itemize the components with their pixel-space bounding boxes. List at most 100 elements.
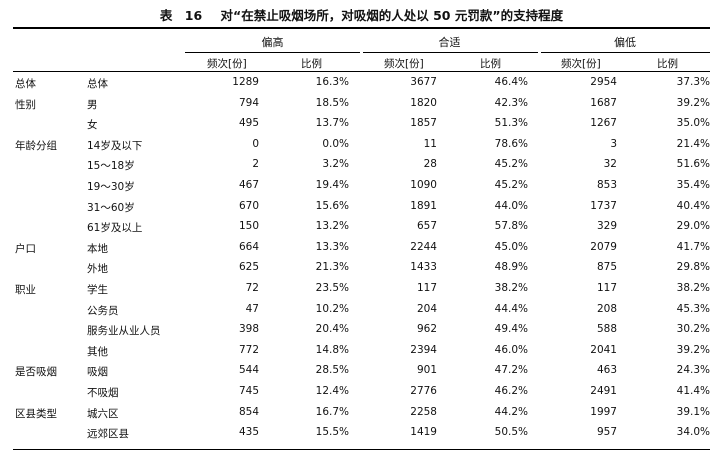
row-item: 61岁及以上	[87, 222, 143, 234]
ratio-cell: 16.7%	[315, 406, 349, 418]
ratio-cell: 18.5%	[315, 97, 349, 109]
count-cell: 2	[252, 158, 259, 170]
ratio-cell: 50.5%	[494, 426, 528, 438]
sub-header-count: 频次[份]	[207, 58, 247, 70]
ratio-cell: 12.4%	[315, 385, 349, 397]
ratio-cell: 40.4%	[676, 200, 710, 212]
bottom-rule	[13, 449, 710, 450]
row-item: 女	[87, 119, 98, 131]
count-cell: 544	[238, 364, 259, 376]
sub-header-ratio: 比例	[657, 58, 678, 70]
count-cell: 2244	[410, 241, 437, 253]
row-item: 不吸烟	[87, 387, 119, 399]
count-cell: 467	[238, 179, 259, 191]
ratio-cell: 44.0%	[494, 200, 528, 212]
table-caption: 对“在禁止吸烟场所，对吸烟的人处以 50 元罚款”的支持程度	[220, 8, 564, 23]
ratio-cell: 15.5%	[315, 426, 349, 438]
ratio-cell: 44.4%	[494, 303, 528, 315]
count-cell: 957	[596, 426, 617, 438]
ratio-cell: 44.2%	[494, 406, 528, 418]
count-cell: 3	[610, 138, 617, 150]
count-cell: 854	[238, 406, 259, 418]
count-cell: 3677	[410, 76, 437, 88]
ratio-cell: 46.0%	[494, 344, 528, 356]
ratio-cell: 30.2%	[676, 323, 710, 335]
row-item: 总体	[87, 78, 108, 90]
row-category: 职业	[15, 284, 36, 296]
count-cell: 1267	[590, 117, 617, 129]
ratio-cell: 13.7%	[315, 117, 349, 129]
ratio-cell: 45.2%	[494, 179, 528, 191]
row-item: 服务业从业人员	[87, 325, 161, 337]
count-cell: 117	[416, 282, 437, 294]
ratio-cell: 19.4%	[315, 179, 349, 191]
count-cell: 962	[416, 323, 437, 335]
ratio-cell: 0.0%	[322, 138, 349, 150]
count-cell: 794	[238, 97, 259, 109]
ratio-cell: 78.6%	[494, 138, 528, 150]
ratio-cell: 39.2%	[676, 344, 710, 356]
ratio-cell: 46.4%	[494, 76, 528, 88]
count-cell: 2258	[410, 406, 437, 418]
ratio-cell: 15.6%	[315, 200, 349, 212]
ratio-cell: 39.1%	[676, 406, 710, 418]
group-rule	[363, 52, 538, 53]
count-cell: 72	[245, 282, 259, 294]
ratio-cell: 20.4%	[315, 323, 349, 335]
table-label: 表	[159, 8, 173, 23]
ratio-cell: 16.3%	[315, 76, 349, 88]
row-item: 14岁及以下	[87, 140, 143, 152]
ratio-cell: 41.7%	[676, 241, 710, 253]
row-item: 19～30岁	[87, 181, 135, 193]
row-category: 总体	[15, 78, 36, 90]
ratio-cell: 21.4%	[676, 138, 710, 150]
ratio-cell: 41.4%	[676, 385, 710, 397]
count-cell: 2776	[410, 385, 437, 397]
count-cell: 1737	[590, 200, 617, 212]
count-cell: 1687	[590, 97, 617, 109]
ratio-cell: 47.2%	[494, 364, 528, 376]
row-item: 远郊区县	[87, 428, 129, 440]
count-cell: 657	[416, 220, 437, 232]
count-cell: 1857	[410, 117, 437, 129]
ratio-cell: 29.0%	[676, 220, 710, 232]
row-item: 外地	[87, 263, 108, 275]
count-cell: 435	[238, 426, 259, 438]
count-cell: 664	[238, 241, 259, 253]
group-rule	[185, 52, 360, 53]
count-cell: 1419	[410, 426, 437, 438]
ratio-cell: 3.2%	[322, 158, 349, 170]
count-cell: 204	[416, 303, 437, 315]
count-cell: 32	[603, 158, 617, 170]
group-header: 偏高	[261, 36, 284, 49]
count-cell: 2394	[410, 344, 437, 356]
row-item: 15～18岁	[87, 160, 135, 172]
row-category: 户口	[15, 243, 36, 255]
ratio-cell: 13.3%	[315, 241, 349, 253]
count-cell: 2491	[590, 385, 617, 397]
row-category: 是否吸烟	[15, 366, 57, 378]
ratio-cell: 34.0%	[676, 426, 710, 438]
row-item: 公务员	[87, 305, 119, 317]
count-cell: 1891	[410, 200, 437, 212]
count-cell: 875	[596, 261, 617, 273]
count-cell: 47	[245, 303, 259, 315]
count-cell: 1433	[410, 261, 437, 273]
count-cell: 1820	[410, 97, 437, 109]
ratio-cell: 46.2%	[494, 385, 528, 397]
ratio-cell: 35.0%	[676, 117, 710, 129]
sub-header-count: 频次[份]	[561, 58, 601, 70]
group-rule	[541, 52, 710, 53]
count-cell: 208	[596, 303, 617, 315]
row-category: 区县类型	[15, 408, 57, 420]
count-cell: 0	[252, 138, 259, 150]
row-category: 年龄分组	[15, 140, 57, 152]
ratio-cell: 23.5%	[315, 282, 349, 294]
ratio-cell: 51.3%	[494, 117, 528, 129]
ratio-cell: 45.0%	[494, 241, 528, 253]
ratio-cell: 49.4%	[494, 323, 528, 335]
row-item: 学生	[87, 284, 108, 296]
count-cell: 398	[238, 323, 259, 335]
ratio-cell: 14.8%	[315, 344, 349, 356]
header-rule	[13, 71, 710, 72]
